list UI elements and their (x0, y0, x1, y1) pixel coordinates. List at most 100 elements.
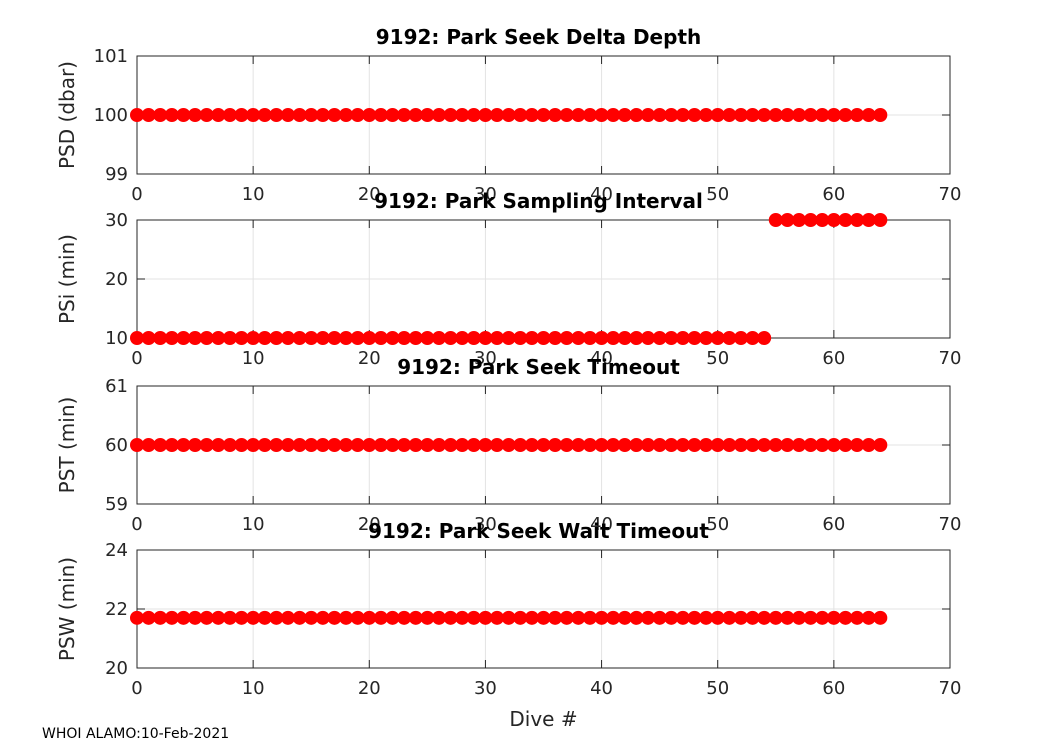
x-tick-label: 60 (822, 348, 845, 369)
data-point (385, 610, 400, 625)
data-point (280, 331, 295, 345)
data-point (629, 438, 644, 452)
data-point (490, 108, 505, 122)
data-point (350, 331, 365, 345)
subplot-4: 0 10 20 30 40 50 60 70 20 22 24 PSW (min) Dive # 9192… (55, 519, 961, 731)
data-point (582, 108, 597, 122)
y-tick-label: 101 (94, 46, 128, 67)
data-point (873, 213, 888, 227)
data-point (327, 331, 342, 345)
x-tick-label: 50 (706, 184, 729, 205)
data-point (780, 213, 795, 227)
data-point (571, 331, 586, 345)
data-point (733, 438, 748, 452)
data-point (130, 438, 144, 452)
data-point (722, 108, 737, 122)
data-point (397, 438, 412, 452)
data-point (315, 438, 330, 452)
data-point (431, 331, 446, 345)
data-point (362, 108, 377, 122)
data-point (211, 331, 226, 345)
data-point (641, 610, 656, 625)
data-point (188, 331, 203, 345)
data-point (850, 610, 865, 625)
x-tick-label: 50 (706, 348, 729, 369)
data-point (757, 331, 772, 345)
data-point (606, 331, 621, 345)
data-point (559, 331, 574, 345)
data-point (838, 438, 853, 452)
data-point (234, 331, 249, 345)
x-axis-label: Dive # (509, 707, 577, 731)
data-point (803, 108, 818, 122)
data-point (501, 438, 516, 452)
data-point (675, 331, 690, 345)
x-tick-label: 50 (706, 678, 729, 699)
data-point (652, 610, 667, 625)
x-tick-label: 40 (590, 678, 613, 699)
data-point (675, 610, 690, 625)
data-point (211, 438, 226, 452)
data-point (617, 438, 632, 452)
data-point (455, 610, 470, 625)
data-point (501, 610, 516, 625)
data-point (362, 331, 377, 345)
data-point (466, 610, 481, 625)
data-point (176, 610, 191, 625)
data-point (292, 331, 307, 345)
data-point (641, 108, 656, 122)
data-point (548, 331, 563, 345)
data-point (675, 108, 690, 122)
data-point (722, 331, 737, 345)
data-point (280, 108, 295, 122)
data-point (408, 610, 423, 625)
data-point (455, 438, 470, 452)
data-point (582, 331, 597, 345)
data-point (315, 331, 330, 345)
data-point (803, 610, 818, 625)
data-point (733, 610, 748, 625)
data-point (536, 108, 551, 122)
data-point (141, 108, 156, 122)
data-point (234, 610, 249, 625)
data-point (815, 610, 830, 625)
x-tick-label: 60 (822, 678, 845, 699)
data-point (710, 331, 725, 345)
x-tick-label: 30 (474, 348, 497, 369)
x-tick-label: 30 (474, 184, 497, 205)
y-tick-label: 20 (105, 269, 128, 290)
data-point (780, 438, 795, 452)
data-point (792, 108, 807, 122)
data-point (141, 610, 156, 625)
data-point (861, 438, 876, 452)
x-tick-label: 10 (242, 184, 265, 205)
data-point (222, 610, 237, 625)
data-point (687, 331, 702, 345)
chart-title: 9192: Park Seek Delta Depth (376, 25, 702, 49)
data-point (234, 108, 249, 122)
data-point (339, 438, 354, 452)
data-point (815, 438, 830, 452)
data-point (710, 610, 725, 625)
x-tick-label: 0 (131, 348, 142, 369)
data-point (768, 610, 783, 625)
data-point (408, 331, 423, 345)
footer-caption: WHOI ALAMO:10-Feb-2021 (42, 726, 230, 742)
data-point (246, 108, 261, 122)
y-tick-label: 30 (105, 210, 128, 231)
data-point (211, 610, 226, 625)
x-tick-label: 40 (590, 184, 613, 205)
data-point (130, 610, 144, 625)
data-point (420, 108, 435, 122)
y-tick-label: 100 (94, 105, 128, 126)
data-point (246, 438, 261, 452)
y-tick-label: 59 (105, 494, 128, 515)
data-point (269, 610, 284, 625)
data-point (164, 610, 179, 625)
data-point (524, 331, 539, 345)
y-tick-label: 24 (105, 540, 128, 561)
data-point (745, 331, 760, 345)
x-tick-label: 60 (822, 514, 845, 535)
data-point (397, 108, 412, 122)
